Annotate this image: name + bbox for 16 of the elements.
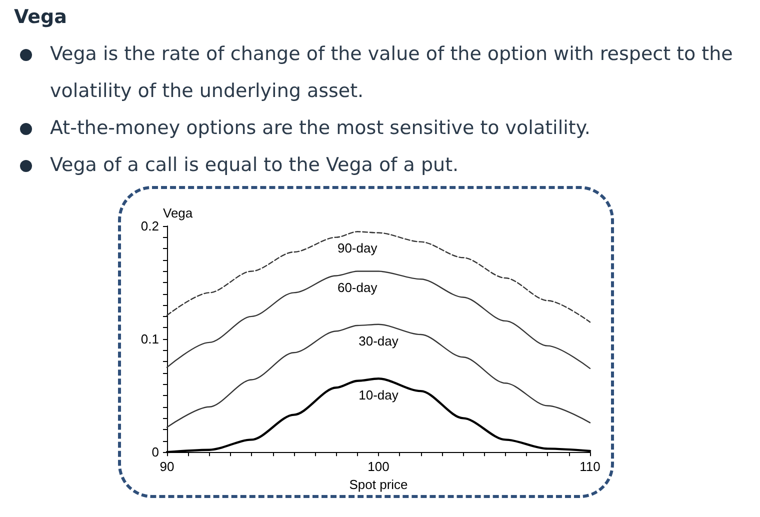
y-tick-label: 0.2 — [140, 218, 159, 234]
x-tick-label: 110 — [580, 459, 600, 474]
y-axis-title: Vega — [163, 206, 194, 221]
y-tick-label: 0 — [152, 444, 159, 460]
text: Vega of a call is equal to the Vega of a put. — [20, 147, 760, 184]
y-tick-label: 0.1 — [140, 332, 159, 347]
x-tick-label: 90 — [160, 459, 174, 474]
text: At-the-money options are the most sensitive to volatility. — [20, 110, 760, 147]
chart-title: Vega — [14, 6, 67, 28]
x-tick-label: 100 — [368, 459, 390, 474]
text: Vega is the rate of change of the value of the option with respect to the volatility of the underlying asset. — [20, 36, 760, 110]
series-label: 10-day — [358, 388, 399, 403]
series-label: 60-day — [337, 280, 378, 296]
series-label: 90-day — [337, 240, 378, 256]
x-axis-title: Spot price — [349, 477, 408, 492]
series-label: 30-day — [358, 333, 399, 348]
